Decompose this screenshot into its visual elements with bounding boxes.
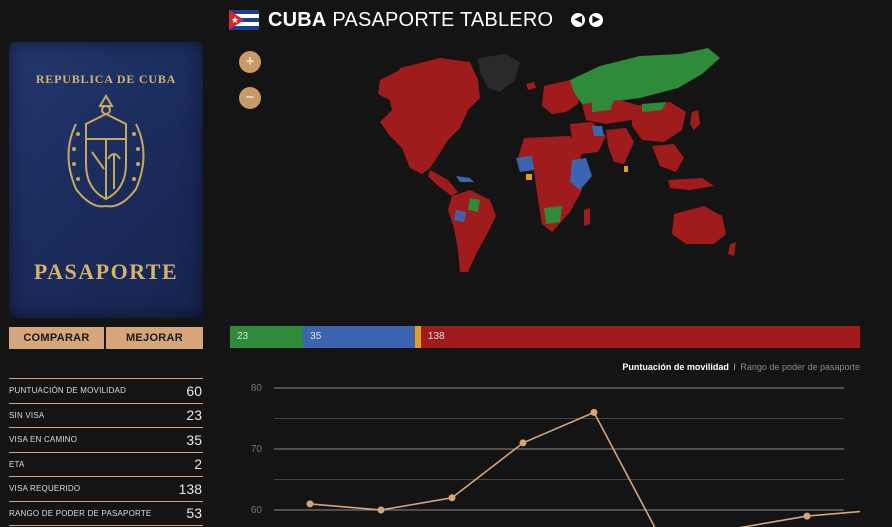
map-region-brazil-visa-free	[468, 198, 480, 212]
y-tick-label: 60	[251, 505, 263, 516]
passport-cover-image: REPUBLICA DE CUBA PASAPORTE	[9, 42, 203, 318]
map-region-north-america	[380, 58, 480, 174]
arrow-right-icon[interactable]: ▶	[589, 13, 604, 27]
map-region-bolivia	[454, 210, 466, 222]
stat-row-power-rank: RANGO DE PODER DE PASAPORTE 53	[9, 502, 203, 526]
map-region-greenland	[478, 54, 520, 92]
data-point[interactable]	[803, 512, 811, 520]
stat-value: 35	[186, 431, 202, 448]
map-region-india	[606, 128, 634, 164]
map-region-europe	[542, 80, 582, 114]
stat-row-mobility-score: PUNTUACIÓN DE MOVILIDAD 60	[9, 379, 203, 404]
page-title: CUBA PASAPORTE TABLERO	[268, 9, 553, 32]
map-region-alaska	[378, 70, 402, 100]
mobility-score-chart: 80 70 60	[251, 383, 860, 527]
title-rest: PASAPORTE TABLERO	[332, 8, 554, 31]
tab-passport-power-rank[interactable]: Rango de poder de pasaporte	[740, 362, 860, 372]
map-region-japan	[690, 110, 700, 130]
stat-row-visa-required: VISA REQUERIDO 138	[9, 477, 203, 502]
y-tick-label: 80	[251, 383, 263, 394]
stat-value: 2	[194, 456, 202, 473]
map-region-guinea-eta	[526, 174, 532, 180]
data-point[interactable]	[590, 408, 598, 416]
map-region-russia	[570, 48, 720, 104]
stat-value: 53	[186, 505, 202, 522]
map-region-new-zealand	[728, 242, 736, 256]
data-point[interactable]	[377, 506, 385, 514]
tab-mobility-score[interactable]: Puntuación de movilidad	[622, 362, 729, 372]
ratio-segment-1: 35	[303, 326, 415, 348]
zoom-out-button[interactable]: −	[239, 87, 261, 109]
cuba-flag-icon: ★	[229, 10, 259, 30]
map-region-caribbean	[456, 176, 474, 182]
map-region-madagascar	[584, 208, 590, 226]
map-region-kazakhstan-visa-free	[592, 100, 614, 112]
map-region-indonesia	[668, 178, 714, 190]
data-point[interactable]	[448, 494, 456, 502]
map-region-southeast-asia	[652, 144, 684, 172]
arrow-left-icon[interactable]: ◀	[571, 13, 586, 27]
page-header: ★ CUBA PASAPORTE TABLERO ◀ ▶	[229, 6, 604, 34]
map-region-west-africa-voa	[516, 156, 534, 172]
y-tick-label: 70	[251, 444, 263, 455]
stat-value: 138	[178, 480, 202, 497]
coat-of-arms-icon	[67, 94, 145, 208]
chart-toggle: Puntuación de movilidad I Rango de poder…	[622, 362, 860, 372]
stat-value: 23	[186, 407, 202, 424]
stat-row-eta: ETA 2	[9, 453, 203, 477]
country-name: CUBA	[268, 8, 327, 31]
world-map[interactable]	[330, 40, 740, 280]
map-region-australia	[672, 206, 726, 244]
map-region-central-america	[428, 170, 458, 196]
improve-button[interactable]: MEJORAR	[106, 327, 203, 349]
map-region-mongolia-visa-free	[642, 102, 666, 112]
stat-label: ETA	[9, 459, 25, 469]
map-region-east-africa-voa	[570, 158, 592, 190]
stat-label: VISA REQUERIDO	[9, 484, 81, 494]
map-region-south-america	[448, 190, 496, 272]
map-region-iceland	[526, 82, 536, 90]
ratio-segment-3: 138	[420, 326, 860, 348]
map-region-sri-lanka-eta	[624, 166, 628, 172]
passport-title-text: PASAPORTE	[33, 259, 179, 284]
map-region-china	[632, 102, 686, 142]
map-region-iran-voa	[592, 126, 604, 136]
data-point[interactable]	[519, 439, 527, 447]
stat-label: PUNTUACIÓN DE MOVILIDAD	[9, 386, 127, 396]
stat-label: RANGO DE PODER DE PASAPORTE	[9, 508, 152, 518]
stat-label: VISA EN CAMINO	[9, 435, 78, 445]
compare-button[interactable]: COMPARAR	[9, 327, 104, 349]
map-region-africa-north	[518, 136, 582, 172]
toggle-separator: I	[733, 362, 736, 372]
stat-row-visa-on-arrival: VISA EN CAMINO 35	[9, 428, 203, 453]
stat-row-visa-free: SIN VISA 23	[9, 404, 203, 428]
map-region-southern-africa-visa-free	[544, 206, 562, 224]
visa-ratio-bar: 23 35 138	[230, 326, 860, 348]
data-point[interactable]	[306, 500, 314, 508]
zoom-in-button[interactable]: +	[239, 51, 261, 73]
stats-list: PUNTUACIÓN DE MOVILIDAD 60 SIN VISA 23 V…	[9, 378, 203, 526]
ratio-segment-0: 23	[230, 326, 304, 348]
stat-label: SIN VISA	[9, 410, 45, 420]
ratio-segment-2	[414, 326, 421, 348]
passport-republic-text: REPUBLICA DE CUBA	[35, 72, 177, 86]
stat-value: 60	[186, 382, 202, 399]
